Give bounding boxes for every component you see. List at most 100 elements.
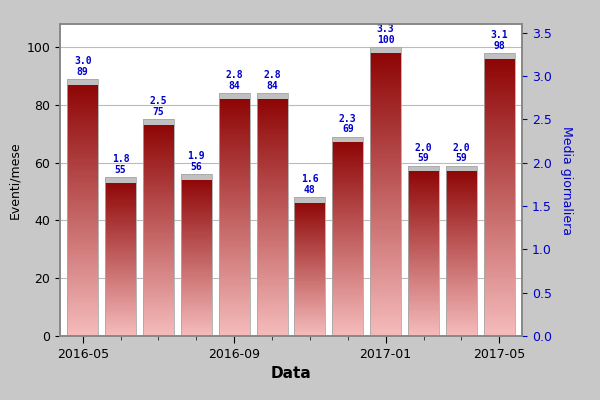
Bar bbox=[181, 230, 212, 231]
Text: 1.8: 1.8 bbox=[112, 154, 130, 164]
Bar bbox=[295, 315, 325, 316]
Bar bbox=[67, 238, 98, 240]
Bar bbox=[143, 140, 174, 141]
Bar bbox=[67, 320, 98, 322]
Bar bbox=[181, 187, 212, 188]
Bar bbox=[181, 326, 212, 327]
Bar bbox=[67, 156, 98, 158]
Bar bbox=[370, 128, 401, 130]
Bar bbox=[446, 203, 477, 204]
Bar bbox=[67, 278, 98, 280]
Bar bbox=[484, 313, 515, 315]
Bar bbox=[105, 253, 136, 254]
Bar bbox=[257, 281, 287, 283]
Bar bbox=[143, 148, 174, 150]
Bar bbox=[67, 248, 98, 250]
Text: 2.5: 2.5 bbox=[149, 96, 167, 106]
Bar bbox=[446, 286, 477, 287]
Bar bbox=[295, 222, 325, 223]
Bar bbox=[181, 304, 212, 305]
Bar bbox=[257, 291, 287, 292]
Bar bbox=[370, 122, 401, 124]
Bar bbox=[143, 300, 174, 301]
Bar bbox=[295, 262, 325, 263]
Bar bbox=[143, 223, 174, 225]
Bar bbox=[408, 294, 439, 295]
Bar bbox=[67, 230, 98, 232]
Bar bbox=[484, 149, 515, 151]
Bar bbox=[105, 307, 136, 308]
Text: 100: 100 bbox=[377, 35, 394, 45]
Bar bbox=[218, 288, 250, 289]
Bar bbox=[484, 162, 515, 164]
Bar bbox=[67, 176, 98, 178]
Bar bbox=[332, 139, 364, 141]
Bar bbox=[332, 250, 364, 251]
Bar bbox=[218, 161, 250, 163]
Bar bbox=[257, 330, 287, 331]
Bar bbox=[446, 216, 477, 217]
Bar bbox=[446, 266, 477, 267]
Bar bbox=[143, 119, 174, 121]
Bar bbox=[257, 100, 287, 102]
Bar bbox=[295, 197, 325, 198]
Bar bbox=[295, 214, 325, 215]
Bar bbox=[332, 184, 364, 186]
Bar bbox=[408, 217, 439, 218]
Bar bbox=[446, 282, 477, 284]
Bar bbox=[105, 300, 136, 301]
Bar bbox=[295, 314, 325, 315]
Bar bbox=[370, 270, 401, 272]
Text: 1.9: 1.9 bbox=[188, 151, 205, 161]
Bar bbox=[67, 208, 98, 209]
Bar bbox=[370, 142, 401, 144]
Bar bbox=[67, 178, 98, 180]
Bar bbox=[143, 137, 174, 138]
Bar bbox=[408, 310, 439, 311]
Bar bbox=[484, 191, 515, 192]
Bar bbox=[295, 254, 325, 255]
Bar bbox=[446, 206, 477, 208]
Bar bbox=[370, 84, 401, 86]
Bar bbox=[105, 267, 136, 268]
Bar bbox=[484, 102, 515, 104]
Bar bbox=[370, 120, 401, 122]
Bar bbox=[408, 261, 439, 262]
Bar bbox=[370, 51, 401, 53]
Bar bbox=[332, 196, 364, 198]
Bar bbox=[370, 209, 401, 211]
Bar bbox=[181, 225, 212, 226]
Bar bbox=[295, 311, 325, 312]
Bar bbox=[408, 213, 439, 214]
Bar bbox=[446, 195, 477, 196]
Bar bbox=[257, 258, 287, 260]
Bar bbox=[484, 185, 515, 187]
Bar bbox=[67, 252, 98, 254]
Bar bbox=[67, 112, 98, 113]
Bar bbox=[370, 144, 401, 145]
Bar bbox=[181, 226, 212, 227]
Bar bbox=[370, 216, 401, 218]
Bar bbox=[446, 268, 477, 269]
Bar bbox=[446, 314, 477, 316]
Bar bbox=[67, 268, 98, 269]
Bar bbox=[218, 132, 250, 134]
Bar bbox=[218, 304, 250, 305]
Bar bbox=[143, 203, 174, 204]
Bar bbox=[332, 315, 364, 316]
Bar bbox=[181, 176, 212, 178]
Bar bbox=[370, 49, 401, 51]
Bar bbox=[257, 145, 287, 147]
Bar bbox=[181, 198, 212, 199]
Bar bbox=[257, 93, 287, 99]
Bar bbox=[67, 199, 98, 200]
Bar bbox=[484, 287, 515, 289]
Bar bbox=[257, 231, 287, 232]
Bar bbox=[370, 205, 401, 207]
Bar bbox=[143, 290, 174, 291]
Text: 98: 98 bbox=[493, 40, 505, 50]
Bar bbox=[484, 274, 515, 276]
Bar bbox=[446, 300, 477, 301]
Bar bbox=[143, 156, 174, 157]
Bar bbox=[105, 261, 136, 262]
